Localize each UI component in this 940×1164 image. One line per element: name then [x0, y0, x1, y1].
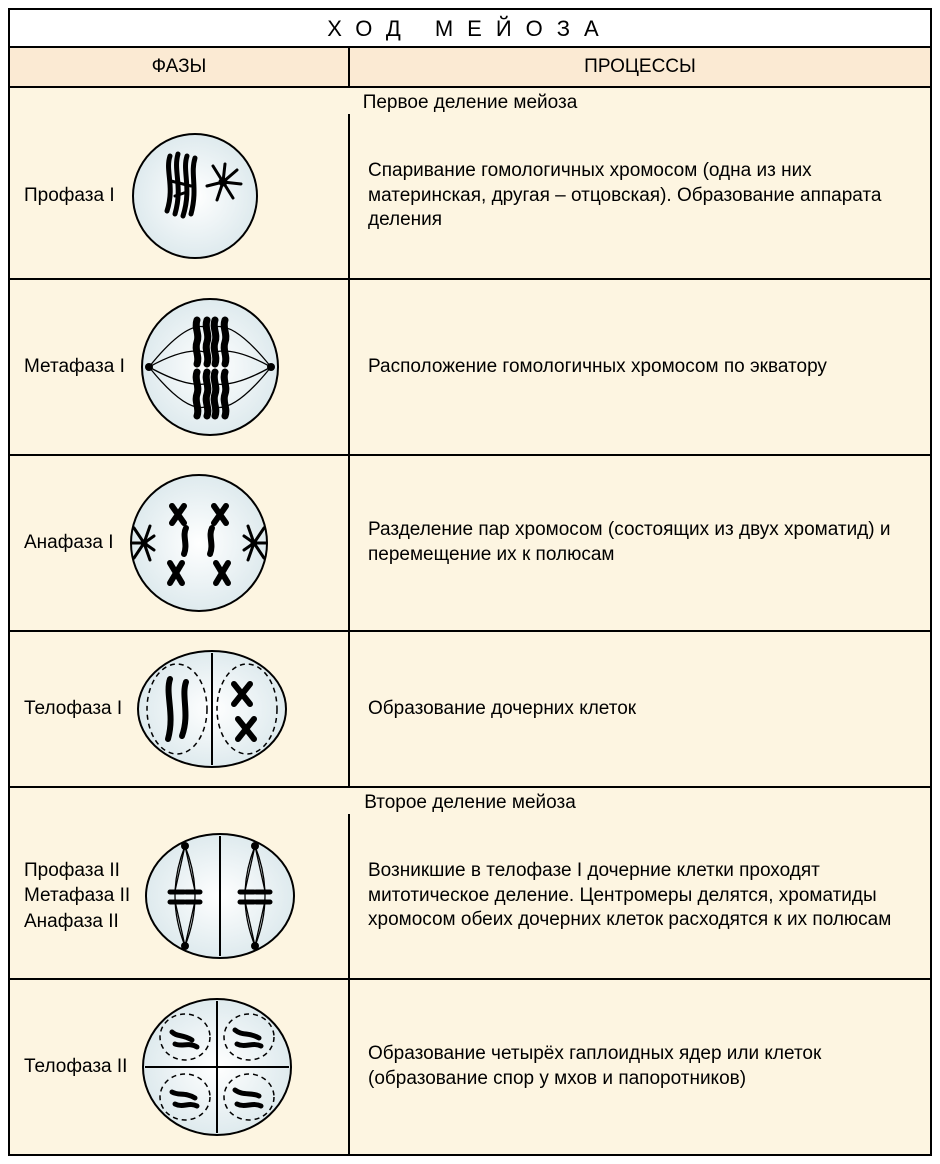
section2-subhead: Второе деление мейоза: [10, 788, 930, 814]
phase-label: Профаза I: [24, 183, 115, 209]
telophase1-diagram: [132, 644, 292, 774]
phase-label: Профаза II Метафаза II Анафаза II: [24, 858, 130, 935]
row-anaphase1: Анафаза I: [10, 456, 930, 632]
section1-subhead: Первое деление мейоза: [10, 88, 930, 114]
header-phases: ФАЗЫ: [10, 48, 350, 88]
phase-cell: Телофаза II: [10, 980, 350, 1154]
process-cell: Расположение гомологичных хромосом по эк…: [350, 280, 930, 454]
phase-cell: Профаза I: [10, 114, 350, 278]
telophase2-diagram: [137, 992, 297, 1142]
header-processes: ПРОЦЕССЫ: [350, 48, 930, 88]
row-telophase2: Телофаза II: [10, 980, 930, 1154]
phase-label: Метафаза I: [24, 354, 125, 380]
anaphase1-diagram: [124, 468, 274, 618]
phase-label: Телофаза II: [24, 1054, 127, 1080]
process-cell: Образование дочерних клеток: [350, 632, 930, 786]
process-cell: Возникшие в телофазе I дочерние клетки п…: [350, 814, 930, 978]
phase-label: Анафаза I: [24, 530, 114, 556]
header-row: ФАЗЫ ПРОЦЕССЫ: [10, 48, 930, 88]
phase-cell: Телофаза I: [10, 632, 350, 786]
phase-cell: Профаза II Метафаза II Анафаза II: [10, 814, 350, 978]
phase-label: Телофаза I: [24, 696, 122, 722]
phase-cell: Анафаза I: [10, 456, 350, 630]
meiosis-table: ХОД МЕЙОЗА ФАЗЫ ПРОЦЕССЫ Первое деление …: [8, 8, 932, 1156]
process-cell: Спаривание гомологичных хромосом (одна и…: [350, 114, 930, 278]
metaphase1-diagram: [135, 292, 285, 442]
pma2-diagram: [140, 826, 300, 966]
row-telophase1: Телофаза I: [10, 632, 930, 788]
table-title: ХОД МЕЙОЗА: [10, 10, 930, 48]
prophase1-diagram: [125, 126, 265, 266]
phase-cell: Метафаза I: [10, 280, 350, 454]
row-pma2: Профаза II Метафаза II Анафаза II: [10, 814, 930, 980]
process-cell: Разделение пар хромосом (состоящих из дв…: [350, 456, 930, 630]
row-metaphase1: Метафаза I: [10, 280, 930, 456]
process-cell: Образование четырёх гаплоидных ядер или …: [350, 980, 930, 1154]
row-prophase1: Профаза I: [10, 114, 930, 280]
